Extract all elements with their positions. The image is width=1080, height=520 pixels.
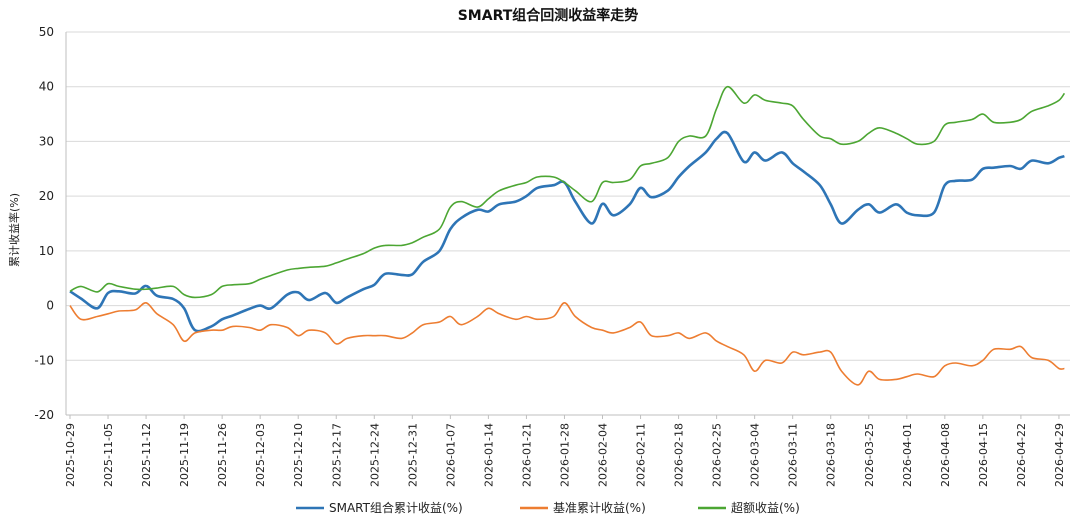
x-tick-label: 2025-12-17 bbox=[330, 423, 343, 487]
y-tick-label: 0 bbox=[46, 299, 54, 313]
x-tick-label: 2026-04-15 bbox=[977, 423, 990, 487]
series-lines bbox=[69, 85, 1066, 386]
x-tick-label: 2025-11-19 bbox=[178, 423, 191, 487]
x-tick-label: 2025-11-26 bbox=[216, 423, 229, 487]
x-tick-label: 2025-10-29 bbox=[64, 423, 77, 487]
x-tick-label: 2026-02-25 bbox=[711, 423, 724, 487]
legend-label-3: 超额收益(%) bbox=[731, 500, 800, 515]
x-tick-label: 2026-01-07 bbox=[444, 423, 457, 487]
y-tick-label: 20 bbox=[39, 189, 54, 203]
x-tick-label: 2025-12-31 bbox=[406, 423, 419, 487]
y-tick-label: 30 bbox=[39, 134, 54, 148]
legend-label-1: SMART组合累计收益(%) bbox=[329, 500, 463, 515]
legend-label-2: 基准累计收益(%) bbox=[553, 501, 646, 515]
x-tick-label: 2026-03-04 bbox=[749, 423, 762, 487]
x-tick-label: 2025-12-24 bbox=[368, 423, 381, 487]
x-tick-label: 2025-12-10 bbox=[292, 423, 305, 487]
x-tick-label: 2025-12-03 bbox=[254, 423, 267, 487]
x-tick-label: 2026-01-21 bbox=[520, 423, 533, 487]
axes bbox=[65, 32, 1070, 416]
x-tick-label: 2026-03-11 bbox=[787, 423, 800, 487]
x-tick-label: 2026-04-01 bbox=[901, 423, 914, 487]
x-tick-label: 2026-04-29 bbox=[1053, 423, 1066, 487]
series-line-3 bbox=[69, 85, 1066, 299]
grid-lines bbox=[66, 31, 1070, 416]
x-tick-label: 2026-01-14 bbox=[482, 423, 495, 487]
y-tick-label: 40 bbox=[39, 80, 54, 94]
y-tick-label: 10 bbox=[39, 244, 54, 258]
y-tick-label: 50 bbox=[39, 25, 54, 39]
x-tick-label: 2026-04-08 bbox=[939, 423, 952, 487]
y-axis-label: 累计收益率(%) bbox=[7, 193, 21, 267]
x-tick-label: 2026-03-18 bbox=[825, 423, 838, 487]
x-tick-label: 2026-03-25 bbox=[863, 423, 876, 487]
x-tick-label: 2026-04-22 bbox=[1015, 423, 1028, 487]
x-tick-label: 2026-02-11 bbox=[635, 423, 648, 487]
x-tick-label: 2026-01-28 bbox=[558, 423, 571, 487]
legend: SMART组合累计收益(%) 基准累计收益(%) 超额收益(%) bbox=[296, 500, 800, 515]
x-tick-label: 2026-02-18 bbox=[673, 423, 686, 487]
y-tick-label: -20 bbox=[34, 408, 54, 422]
y-tick-labels: 50 40 30 20 10 0 -10 -20 bbox=[34, 25, 54, 422]
x-tick-label: 2026-02-04 bbox=[597, 423, 610, 487]
y-tick-label: -10 bbox=[34, 353, 54, 367]
x-tick-label: 2025-11-05 bbox=[102, 423, 115, 487]
x-tick-label: 2025-11-12 bbox=[140, 423, 153, 487]
chart-title: SMART组合回测收益率走势 bbox=[458, 7, 639, 24]
x-tick-labels: 2025-10-29 2025-11-05 2025-11-12 2025-11-19… bbox=[64, 415, 1066, 487]
series-line-2 bbox=[69, 301, 1065, 386]
series-line-1 bbox=[69, 130, 1065, 333]
